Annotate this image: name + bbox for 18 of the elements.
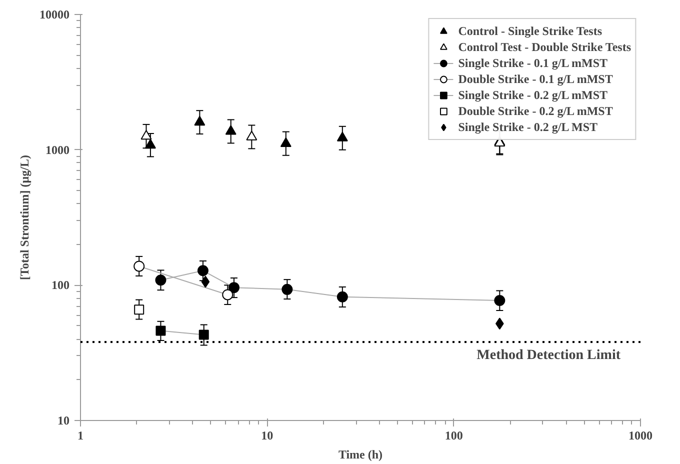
y-axis-title: [Total Strontium] (µg/L) bbox=[18, 155, 32, 280]
x-tick-label: 1000 bbox=[628, 428, 652, 442]
legend-label: Single Strike - 0.2 g/L mMST bbox=[458, 88, 608, 102]
legend-label: Single Strike - 0.2 g/L MST bbox=[458, 120, 598, 134]
x-tick-label: 100 bbox=[444, 428, 463, 442]
legend-label: Double Strike - 0.1 g/L mMST bbox=[458, 72, 613, 86]
legend-label: Control Test - Double Strike Tests bbox=[458, 40, 631, 54]
legend-label: Control - Single Strike Tests bbox=[458, 24, 602, 38]
x-axis-title: Time (h) bbox=[338, 448, 383, 462]
y-tick-label: 10000 bbox=[40, 8, 70, 22]
legend-label: Single Strike - 0.1 g/L mMST bbox=[458, 56, 608, 70]
y-tick-label: 1000 bbox=[46, 142, 70, 157]
y-tick-label: 100 bbox=[52, 278, 70, 292]
legend-label: Double Strike - 0.2 g/L mMST bbox=[458, 104, 613, 118]
x-tick-label: 10 bbox=[261, 428, 274, 442]
ref-line-label: Method Detection Limit bbox=[476, 348, 621, 364]
x-tick-label: 1 bbox=[78, 428, 84, 442]
y-tick-label: 10 bbox=[58, 414, 70, 428]
